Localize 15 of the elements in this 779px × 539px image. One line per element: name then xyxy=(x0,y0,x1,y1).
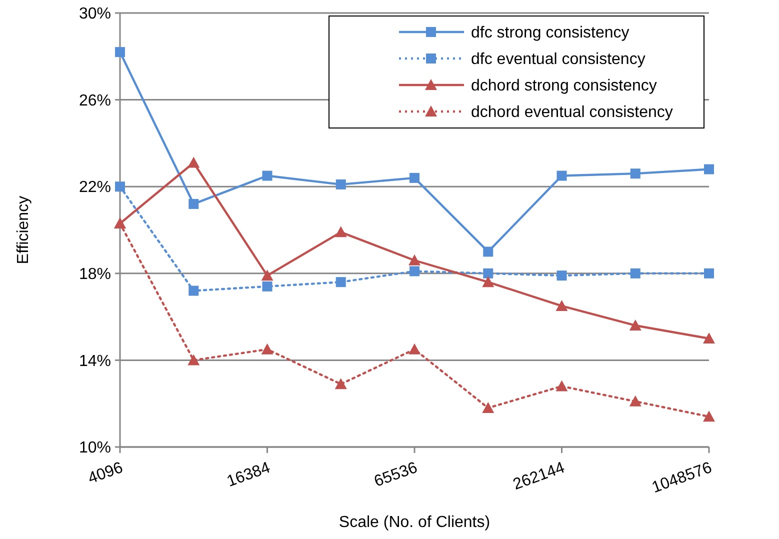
legend-label: dchord strong consistency xyxy=(471,78,657,95)
x-tick-label: 4096 xyxy=(86,459,126,488)
y-tick-label: 22% xyxy=(78,179,111,196)
legend-label: dfc eventual consistency xyxy=(471,51,646,68)
x-axis-title: Scale (No. of Clients) xyxy=(338,514,490,531)
legend-label: dfc strong consistency xyxy=(471,24,630,42)
x-tick-label: 16384 xyxy=(224,459,273,491)
y-tick-label: 14% xyxy=(78,352,111,370)
y-tick-label: 10% xyxy=(78,440,111,457)
x-tick-label: 65536 xyxy=(372,459,420,491)
y-tick-label: 30% xyxy=(78,6,111,23)
y-tick-label: 26% xyxy=(78,92,111,110)
legend-label: dchord eventual consistency xyxy=(471,104,673,122)
y-tick-label: 18% xyxy=(78,266,111,283)
y-axis-title: Efficiency xyxy=(15,196,32,264)
